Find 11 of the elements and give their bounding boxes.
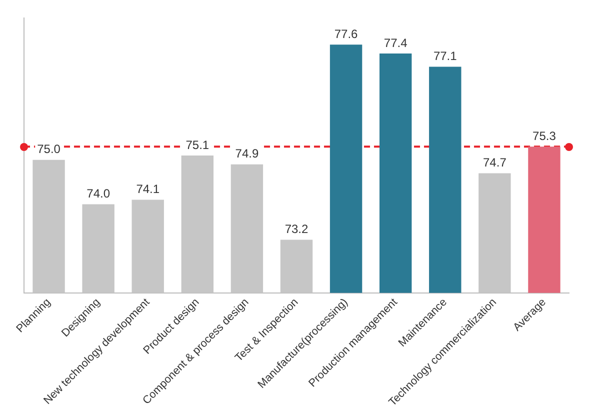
data-label: 75.1 [186, 138, 210, 152]
data-label: 74.7 [483, 156, 507, 170]
data-label: 74.1 [136, 182, 160, 196]
data-label: 75.0 [37, 142, 61, 156]
data-label: 75.3 [532, 128, 556, 143]
data-label: 77.1 [433, 49, 458, 64]
data-label: 74.9 [235, 146, 259, 161]
data-label: 73.2 [284, 222, 308, 236]
data-label: 77.6 [334, 26, 358, 41]
data-label: 74.0 [86, 186, 110, 201]
data-label: 77.4 [384, 36, 408, 50]
